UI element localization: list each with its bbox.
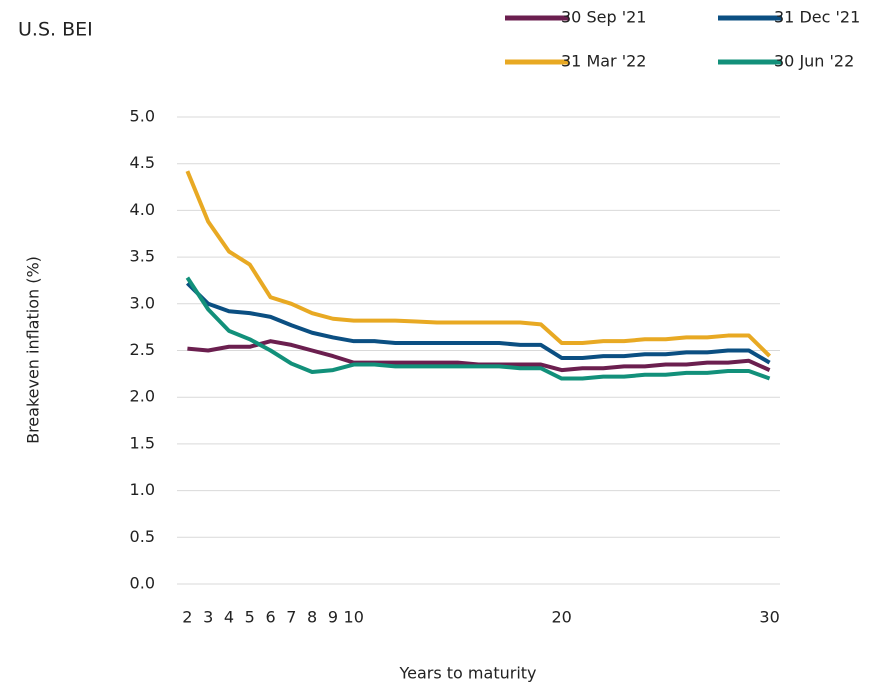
legend-label: 31 Mar '22 [561,52,646,71]
legend-label: 30 Sep '21 [561,8,646,27]
legend-label: 30 Jun '22 [774,52,854,71]
x-tick-label: 7 [286,608,296,627]
y-tick-label: 0.0 [130,574,155,593]
y-axis-label: Breakeven inflation (%) [24,256,43,444]
y-tick-label: 4.0 [130,200,155,219]
x-axis-label: Years to maturity [398,664,536,683]
series-line [185,170,772,358]
series-line [185,276,771,381]
y-tick-label: 1.0 [130,480,155,499]
y-tick-label: 4.5 [130,153,155,172]
x-tick-label: 5 [245,608,255,627]
x-tick-label: 3 [203,608,213,627]
legend-label: 31 Dec '21 [774,8,860,27]
y-tick-label: 2.5 [130,340,155,359]
x-tick-label: 6 [265,608,275,627]
x-tick-label: 2 [182,608,192,627]
series-line [185,281,771,365]
y-tick-label: 3.0 [130,293,155,312]
x-tick-label: 4 [224,608,234,627]
x-tick-label: 8 [307,608,317,627]
y-tick-label: 2.0 [130,387,155,406]
x-tick-label: 30 [759,608,779,627]
y-tick-label: 0.5 [130,527,155,546]
y-tick-label: 5.0 [130,107,155,126]
x-tick-label: 20 [551,608,571,627]
y-tick-label: 3.5 [130,247,155,266]
y-tick-label: 1.5 [130,433,155,452]
chart-title: U.S. BEI [18,19,93,41]
x-tick-label: 9 [328,608,338,627]
x-tick-label: 10 [344,608,364,627]
